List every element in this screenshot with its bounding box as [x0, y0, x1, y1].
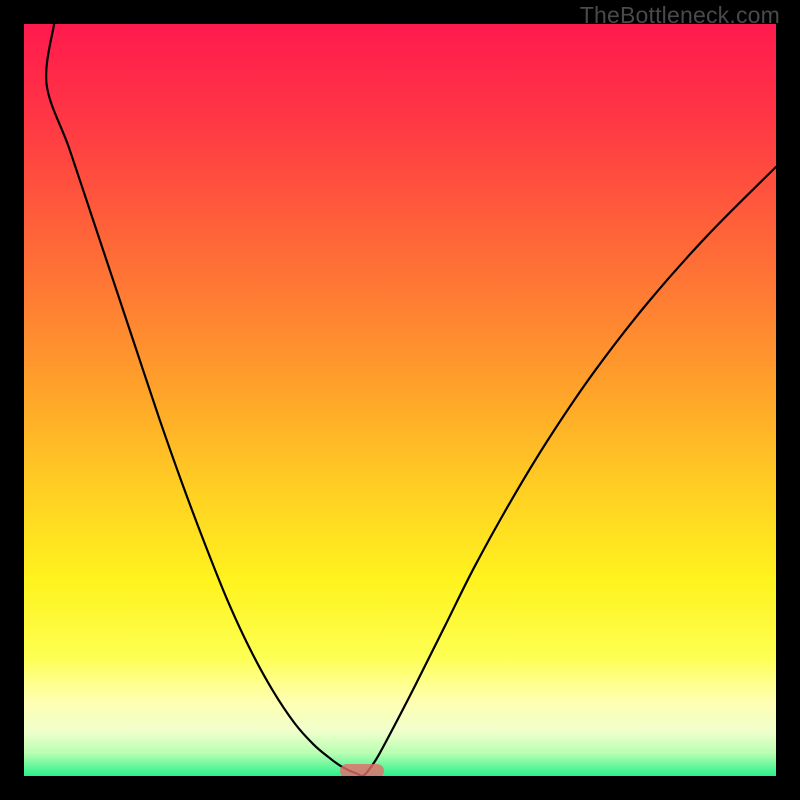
curve-minimum-marker	[340, 764, 384, 776]
chart-frame: TheBottleneck.com	[0, 0, 800, 800]
plot-area	[24, 24, 776, 776]
bottleneck-curve	[24, 24, 776, 776]
watermark-text: TheBottleneck.com	[580, 2, 780, 29]
